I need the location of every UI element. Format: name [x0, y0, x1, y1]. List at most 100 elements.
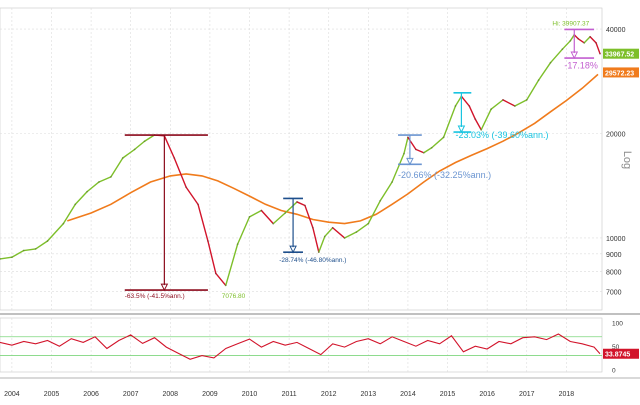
x-tick-label: 2017	[519, 391, 535, 398]
y-axis-title: Log	[621, 151, 633, 169]
price-point	[311, 226, 314, 229]
price-segment	[595, 42, 601, 55]
price-segment	[248, 209, 263, 218]
drawdown-layer: -63.5% (-41.5%ann.) -28.74% (-46.80%ann.)…	[124, 28, 598, 300]
price-value-tag-bg	[603, 48, 639, 59]
price-point	[224, 284, 227, 287]
moving-average-layer	[67, 73, 599, 225]
x-tick-label: 2008	[163, 391, 179, 398]
price-segment	[391, 152, 405, 183]
x-tick-label: 2009	[202, 391, 218, 398]
price-segment	[407, 136, 417, 151]
price-point	[407, 136, 409, 139]
oscillator-tick-label: 100	[612, 321, 623, 328]
price-point	[248, 216, 251, 218]
price-segment	[549, 48, 564, 64]
price-segment	[272, 212, 286, 225]
drawdown-arrow-head	[457, 125, 466, 134]
price-segment	[573, 34, 579, 40]
y-tick-label: 7000	[606, 290, 622, 297]
price-segment	[133, 140, 146, 151]
price-point	[98, 181, 100, 183]
price-point	[468, 105, 471, 107]
price-point	[403, 152, 405, 155]
price-point	[296, 201, 298, 203]
x-tick-label: 2004	[4, 391, 20, 398]
price-segment	[454, 95, 463, 107]
price-segment	[583, 36, 591, 44]
price-point	[490, 108, 493, 111]
price-point	[367, 222, 370, 225]
price-segment	[589, 36, 597, 44]
drawdown-arrow-head	[570, 51, 579, 60]
price-segment	[304, 204, 314, 229]
price-segment	[403, 136, 409, 155]
price-segment	[215, 272, 227, 287]
price-segment	[163, 135, 175, 159]
price-point	[513, 105, 516, 107]
price-segment	[490, 99, 504, 110]
x-tick-label: 2016	[479, 391, 495, 398]
price-segment	[318, 235, 326, 253]
price-point	[133, 148, 136, 151]
price-segment	[537, 61, 552, 81]
price-point	[10, 256, 13, 259]
y-tick-label: 40000	[606, 27, 626, 34]
x-tick-label: 2010	[242, 391, 258, 398]
x-tick-label: 2015	[440, 391, 456, 398]
price-segment	[86, 181, 100, 193]
oscillator-line	[0, 333, 601, 360]
price-point	[599, 52, 601, 55]
price-segment	[343, 231, 358, 239]
price-point	[236, 243, 239, 246]
price-point	[577, 37, 580, 40]
price-segment	[122, 148, 136, 159]
ma-value-tag: 29572.23	[605, 70, 634, 77]
price-segment	[11, 249, 25, 258]
price-segment	[577, 38, 585, 44]
price-segment	[98, 176, 112, 183]
price-segment	[207, 240, 217, 275]
price-point	[331, 226, 334, 229]
low-label: 7076.80	[222, 293, 246, 300]
price-point	[583, 41, 586, 44]
main-panel-frame	[0, 7, 603, 311]
price-segment	[110, 157, 124, 178]
price-point	[442, 136, 445, 139]
price-point	[317, 251, 320, 254]
price-segment	[379, 181, 393, 202]
price-point	[549, 61, 552, 64]
price-segment	[173, 157, 187, 188]
x-tick-label: 2014	[400, 391, 416, 398]
price-point	[197, 203, 199, 206]
price-segment	[569, 34, 575, 42]
price-segment	[225, 243, 239, 287]
x-tick-label: 2005	[44, 391, 60, 398]
price-segment	[23, 248, 37, 252]
price-layer: Hi: 39907.37 7076.80	[0, 20, 601, 300]
price-point	[272, 222, 275, 225]
x-tick-label: 2012	[321, 391, 337, 398]
drawdown-label: -17.18%	[564, 60, 598, 70]
oscillator-value-tag: 33.8745	[605, 352, 630, 359]
price-point	[121, 157, 124, 159]
price-point	[323, 235, 326, 238]
drawdown-arrow-head	[406, 157, 414, 166]
price-segment	[474, 118, 482, 131]
price-point	[589, 35, 592, 38]
price-segment	[324, 227, 334, 238]
price-value-tag: 33967.52	[605, 52, 634, 59]
price-point	[34, 247, 37, 250]
price-point	[474, 118, 477, 121]
price-point	[343, 237, 346, 239]
price-point	[74, 203, 77, 206]
x-tick-label: 2011	[282, 391, 297, 398]
y-tick-label: 8000	[606, 270, 622, 277]
price-segment	[367, 200, 381, 225]
value-tags-layer: 33967.52 29572.23 33.8745	[603, 48, 639, 359]
price-point	[173, 157, 176, 159]
price-point	[62, 222, 65, 225]
price-point	[391, 181, 393, 183]
oscillator-tick-label: 0	[612, 368, 616, 375]
